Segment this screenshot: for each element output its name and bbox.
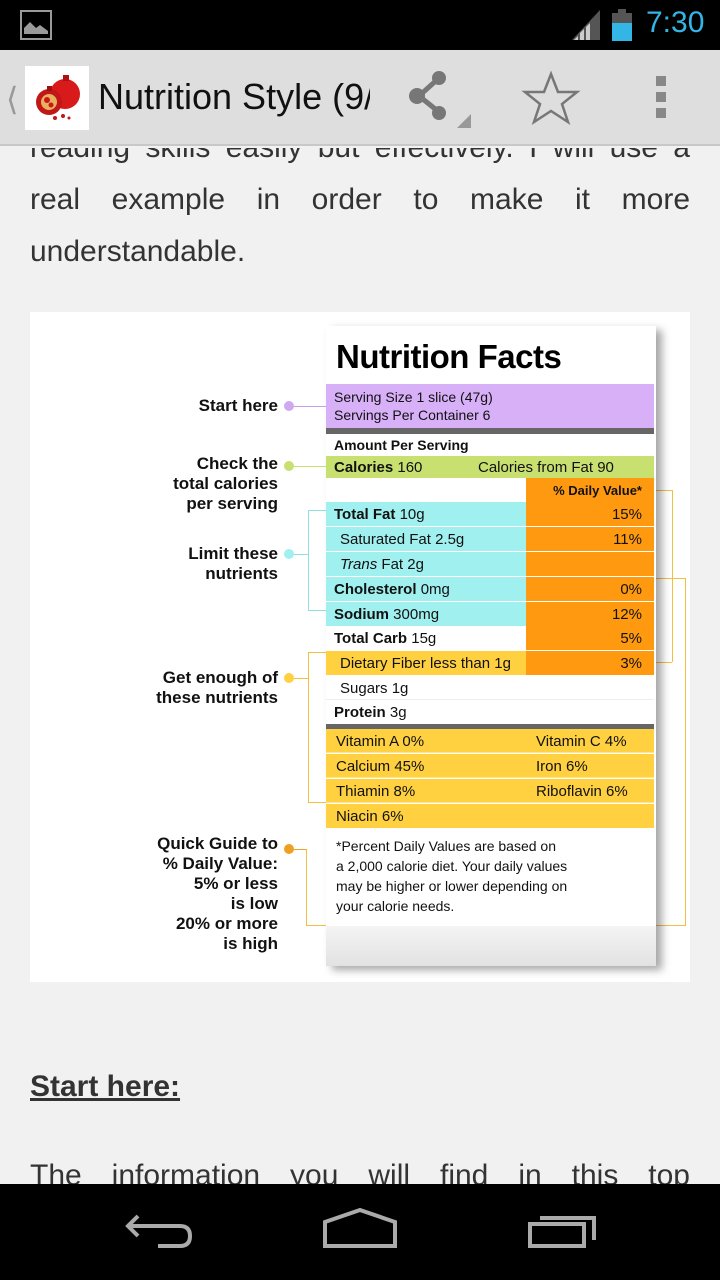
back-button[interactable] xyxy=(122,1208,196,1263)
nutrition-facts-infographic: Start here Check the total calories per … xyxy=(30,312,690,982)
callout-dot xyxy=(284,461,294,471)
callout-get-enough: Get enough of these nutrients xyxy=(156,668,278,707)
battery-icon xyxy=(612,9,632,41)
bracket-line xyxy=(306,849,307,925)
callout-dot xyxy=(284,401,294,411)
bracket-line xyxy=(308,610,328,611)
bracket-line xyxy=(308,510,328,511)
bracket-line xyxy=(308,652,309,802)
bracket-line xyxy=(672,490,673,662)
daily-value-header-row: % Daily Value* xyxy=(326,478,654,502)
overflow-menu-icon xyxy=(656,76,666,118)
amount-per-serving: Amount Per Serving xyxy=(334,437,469,453)
callout-start-here: Start here xyxy=(198,396,278,415)
callout-limit-nutrients: Limit these nutrients xyxy=(188,544,278,583)
nutrient-row-saturated-fat: Saturated Fat 2.5g 11% xyxy=(326,527,654,551)
star-icon xyxy=(521,70,581,125)
bracket-line xyxy=(655,662,672,663)
torn-paper-edge xyxy=(326,926,656,966)
vitamin-row: Thiamin 8% Riboflavin 6% xyxy=(326,779,654,803)
callout-dot xyxy=(284,549,294,559)
home-button[interactable] xyxy=(322,1207,398,1263)
recent-apps-button[interactable] xyxy=(526,1208,598,1263)
recent-apps-icon xyxy=(528,1216,596,1248)
callout-quick-guide: Quick Guide to % Daily Value: 5% or less… xyxy=(157,834,278,953)
app-logo-pomegranate[interactable] xyxy=(25,66,89,130)
vitamin-row: Calcium 45% Iron 6% xyxy=(326,754,654,778)
bracket-line xyxy=(655,490,672,491)
article-paragraph-line: understandable. xyxy=(30,235,246,268)
nutrient-row-sodium: Sodium 300mg 12% xyxy=(326,602,654,626)
nutrient-row-cholesterol: Cholesterol 0mg 0% xyxy=(326,577,654,601)
bracket-line xyxy=(308,510,309,610)
divider xyxy=(326,428,654,434)
vitamin-row: Niacin 6% xyxy=(326,804,654,828)
section-heading-start-here: Start here: xyxy=(30,1070,181,1103)
gallery-notification-icon xyxy=(20,10,52,40)
signal-icon xyxy=(572,10,600,40)
action-bar-title: Nutrition Style (9/ xyxy=(98,76,370,117)
connector-line xyxy=(294,554,308,555)
status-bar: 7:30 xyxy=(0,0,720,50)
connector-line xyxy=(294,406,328,407)
callout-dot xyxy=(284,844,294,854)
calories-row: Calories 160 Calories from Fat 90 xyxy=(326,456,654,478)
article-paragraph-line: real example in order to make it more xyxy=(30,183,690,216)
connector-line xyxy=(294,678,308,679)
bracket-line xyxy=(655,578,685,579)
bracket-line xyxy=(685,578,686,926)
up-navigation-icon[interactable]: ⟨ xyxy=(6,81,19,117)
callout-dot xyxy=(284,673,294,683)
nutrient-row-dietary-fiber: Dietary Fiber less than 1g 3% xyxy=(326,651,654,675)
nutrient-row-protein: Protein 3g xyxy=(326,700,654,724)
bracket-line xyxy=(308,802,328,803)
divider xyxy=(326,724,654,729)
share-icon xyxy=(409,71,471,128)
nutrient-row-total-carb: Total Carb 15g 5% xyxy=(326,626,654,650)
favorite-button[interactable] xyxy=(520,70,582,126)
article-paragraph-line: The information you will find in this to… xyxy=(30,1159,690,1184)
bracket-line xyxy=(308,652,328,653)
label-title: Nutrition Facts xyxy=(336,338,562,375)
navigation-bar xyxy=(0,1184,720,1280)
article-paragraph-line: reading skills easily but effectively. I… xyxy=(30,148,690,174)
article-content[interactable]: reading skills easily but effectively. I… xyxy=(0,148,720,1184)
connector-line xyxy=(294,849,306,850)
vitamin-row: Vitamin A 0% Vitamin C 4% xyxy=(326,729,654,753)
nutrient-row-sugars: Sugars 1g xyxy=(326,676,654,700)
back-icon xyxy=(125,1214,193,1248)
nutrient-row-total-fat: Total Fat 10g 15% xyxy=(326,502,654,526)
callout-check-calories: Check the total calories per serving xyxy=(173,454,278,513)
connector-line xyxy=(294,466,328,467)
home-icon xyxy=(323,1207,397,1248)
footnote: *Percent Daily Values are based on a 2,0… xyxy=(336,838,568,914)
action-bar: ⟨ Nutrition Style (9/ xyxy=(0,50,720,146)
share-button[interactable] xyxy=(405,70,475,132)
serving-info: Serving Size 1 slice (47g) Servings Per … xyxy=(326,384,654,428)
nutrition-facts-label: Nutrition Facts Serving Size 1 slice (47… xyxy=(326,326,656,966)
clock: 7:30 xyxy=(646,6,705,39)
nutrient-row-trans-fat: Trans Fat 2g xyxy=(326,552,654,576)
overflow-menu-button[interactable] xyxy=(648,72,678,128)
